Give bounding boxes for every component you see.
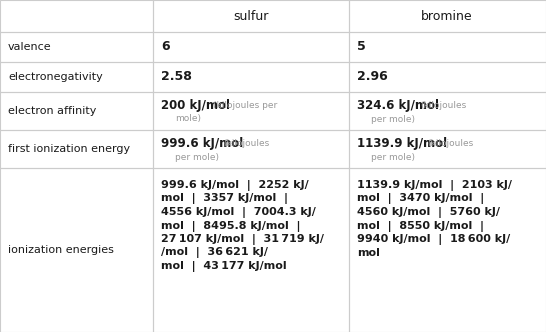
Bar: [153, 92, 349, 130]
Bar: [349, 168, 546, 332]
Text: 27 107 kJ/mol  |  31 719 kJ/: 27 107 kJ/mol | 31 719 kJ/: [161, 234, 324, 245]
Bar: [349, 130, 546, 168]
Bar: [153, 168, 349, 332]
Bar: [349, 0, 546, 32]
Text: (kilojoules per: (kilojoules per: [213, 102, 277, 111]
Text: per mole): per mole): [175, 152, 219, 161]
Text: ionization energies: ionization energies: [8, 245, 114, 255]
Bar: [0, 92, 153, 130]
Text: mol  |  3357 kJ/mol  |: mol | 3357 kJ/mol |: [161, 194, 288, 205]
Text: 2.96: 2.96: [357, 70, 388, 84]
Text: 324.6 kJ/mol: 324.6 kJ/mol: [357, 100, 439, 113]
Bar: [153, 130, 349, 168]
Text: mole): mole): [175, 115, 201, 124]
Text: electron affinity: electron affinity: [8, 106, 97, 116]
Text: 4556 kJ/mol  |  7004.3 kJ/: 4556 kJ/mol | 7004.3 kJ/: [161, 207, 316, 218]
Bar: [153, 0, 349, 32]
Text: first ionization energy: first ionization energy: [8, 144, 130, 154]
Text: /mol  |  36 621 kJ/: /mol | 36 621 kJ/: [161, 247, 268, 259]
Text: 1139.9 kJ/mol: 1139.9 kJ/mol: [357, 137, 447, 150]
Text: mol  |  8550 kJ/mol  |: mol | 8550 kJ/mol |: [357, 220, 484, 231]
Bar: [349, 32, 546, 62]
Text: 5: 5: [357, 41, 366, 53]
Text: 2.58: 2.58: [161, 70, 192, 84]
Text: 4560 kJ/mol  |  5760 kJ/: 4560 kJ/mol | 5760 kJ/: [357, 207, 500, 218]
Bar: [349, 92, 546, 130]
Bar: [0, 130, 153, 168]
Text: (kilojoules: (kilojoules: [427, 139, 473, 148]
Text: mol: mol: [357, 247, 380, 258]
Text: mol  |  8495.8 kJ/mol  |: mol | 8495.8 kJ/mol |: [161, 220, 300, 231]
Text: electronegativity: electronegativity: [8, 72, 103, 82]
Text: 999.6 kJ/mol: 999.6 kJ/mol: [161, 137, 244, 150]
Text: 999.6 kJ/mol  |  2252 kJ/: 999.6 kJ/mol | 2252 kJ/: [161, 180, 308, 191]
Text: per mole): per mole): [371, 115, 415, 124]
Text: 9940 kJ/mol  |  18 600 kJ/: 9940 kJ/mol | 18 600 kJ/: [357, 234, 511, 245]
Text: (kilojoules: (kilojoules: [223, 139, 269, 148]
Text: per mole): per mole): [371, 152, 415, 161]
Text: mol  |  43 177 kJ/mol: mol | 43 177 kJ/mol: [161, 261, 287, 272]
Bar: [153, 32, 349, 62]
Text: valence: valence: [8, 42, 52, 52]
Bar: [0, 62, 153, 92]
Text: (kilojoules: (kilojoules: [420, 102, 466, 111]
Text: 1139.9 kJ/mol  |  2103 kJ/: 1139.9 kJ/mol | 2103 kJ/: [357, 180, 512, 191]
Bar: [0, 32, 153, 62]
Text: 200 kJ/mol: 200 kJ/mol: [161, 100, 230, 113]
Bar: [0, 0, 153, 32]
Text: bromine: bromine: [421, 10, 473, 23]
Text: sulfur: sulfur: [233, 10, 269, 23]
Bar: [349, 62, 546, 92]
Bar: [0, 168, 153, 332]
Text: mol  |  3470 kJ/mol  |: mol | 3470 kJ/mol |: [357, 194, 484, 205]
Text: 6: 6: [161, 41, 170, 53]
Bar: [153, 62, 349, 92]
